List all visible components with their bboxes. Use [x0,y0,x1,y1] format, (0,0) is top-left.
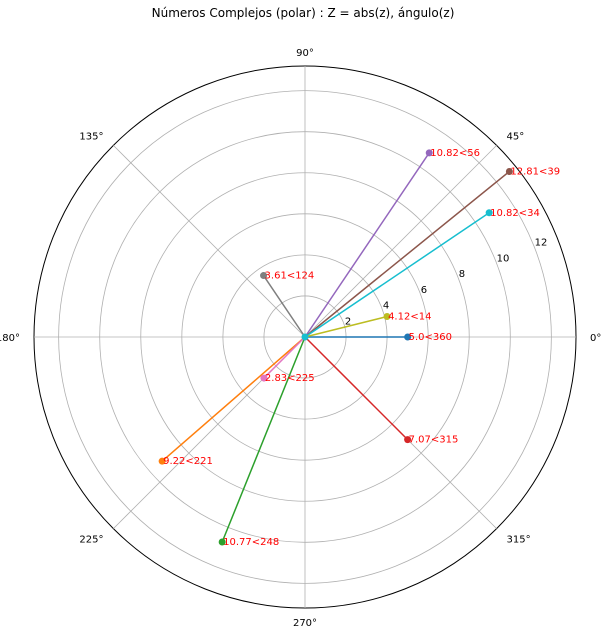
data-label: 7.07<315 [409,435,459,446]
series-marker [383,313,391,321]
data-label: 10.77<248 [223,537,279,548]
series-line [262,275,306,338]
series-marker [425,149,433,157]
radial-tick-label: 4 [383,301,389,312]
data-label: 4.12<14 [388,312,431,323]
series-marker [485,209,493,217]
series-line [304,336,409,441]
point-labels: 5.0<360 9.22<221 10.77<248 7.07<315 10.82<56… [163,148,560,548]
angle-tick-label: 45° [507,131,525,142]
series-line [221,336,306,543]
data-label: 10.82<56 [430,148,480,159]
data-label: 2.83<225 [265,373,315,384]
angle-gridline [304,145,497,338]
data-label: 10.82<34 [490,208,540,219]
data-label: 3.61<124 [265,271,315,282]
origin-marker [301,333,309,341]
series-line [304,315,388,338]
chart-title: Números Complejos (polar) : Z = abs(z), … [152,6,455,20]
series-line [304,212,490,338]
series-marker [260,272,268,280]
radial-tick-label: 8 [459,269,465,280]
series-layer [158,149,513,546]
radial-tick-label: 10 [497,253,510,264]
angle-tick-label: 90° [296,48,314,59]
radial-tick-label: 2 [345,316,351,327]
angle-tick-labels: 0° 45° 90° 135° 180° 225° 270° 315° [0,48,601,629]
series-marker [218,538,226,546]
series-line [304,170,510,338]
angle-tick-label: 225° [79,535,103,546]
angle-tick-label: 0° [590,333,601,344]
radial-tick-label: 12 [535,238,548,249]
data-label: 12.81<39 [510,166,560,177]
angle-tick-label: 315° [507,535,531,546]
data-label: 9.22<221 [163,456,213,467]
angle-tick-label: 180° [0,333,20,344]
radial-tick-labels: 2 4 6 8 10 12 [345,238,547,328]
angle-gridline [113,145,306,338]
angle-tick-label: 270° [293,618,317,629]
series-marker [404,436,412,444]
series-marker [404,333,412,341]
series-marker [158,457,166,465]
radial-tick-label: 6 [421,285,427,296]
series-marker [505,167,513,175]
data-label: 5.0<360 [409,332,452,343]
series-line [304,152,430,338]
series-line [263,336,306,379]
series-line [161,336,306,462]
angle-tick-label: 135° [79,131,103,142]
series-marker [260,374,268,382]
